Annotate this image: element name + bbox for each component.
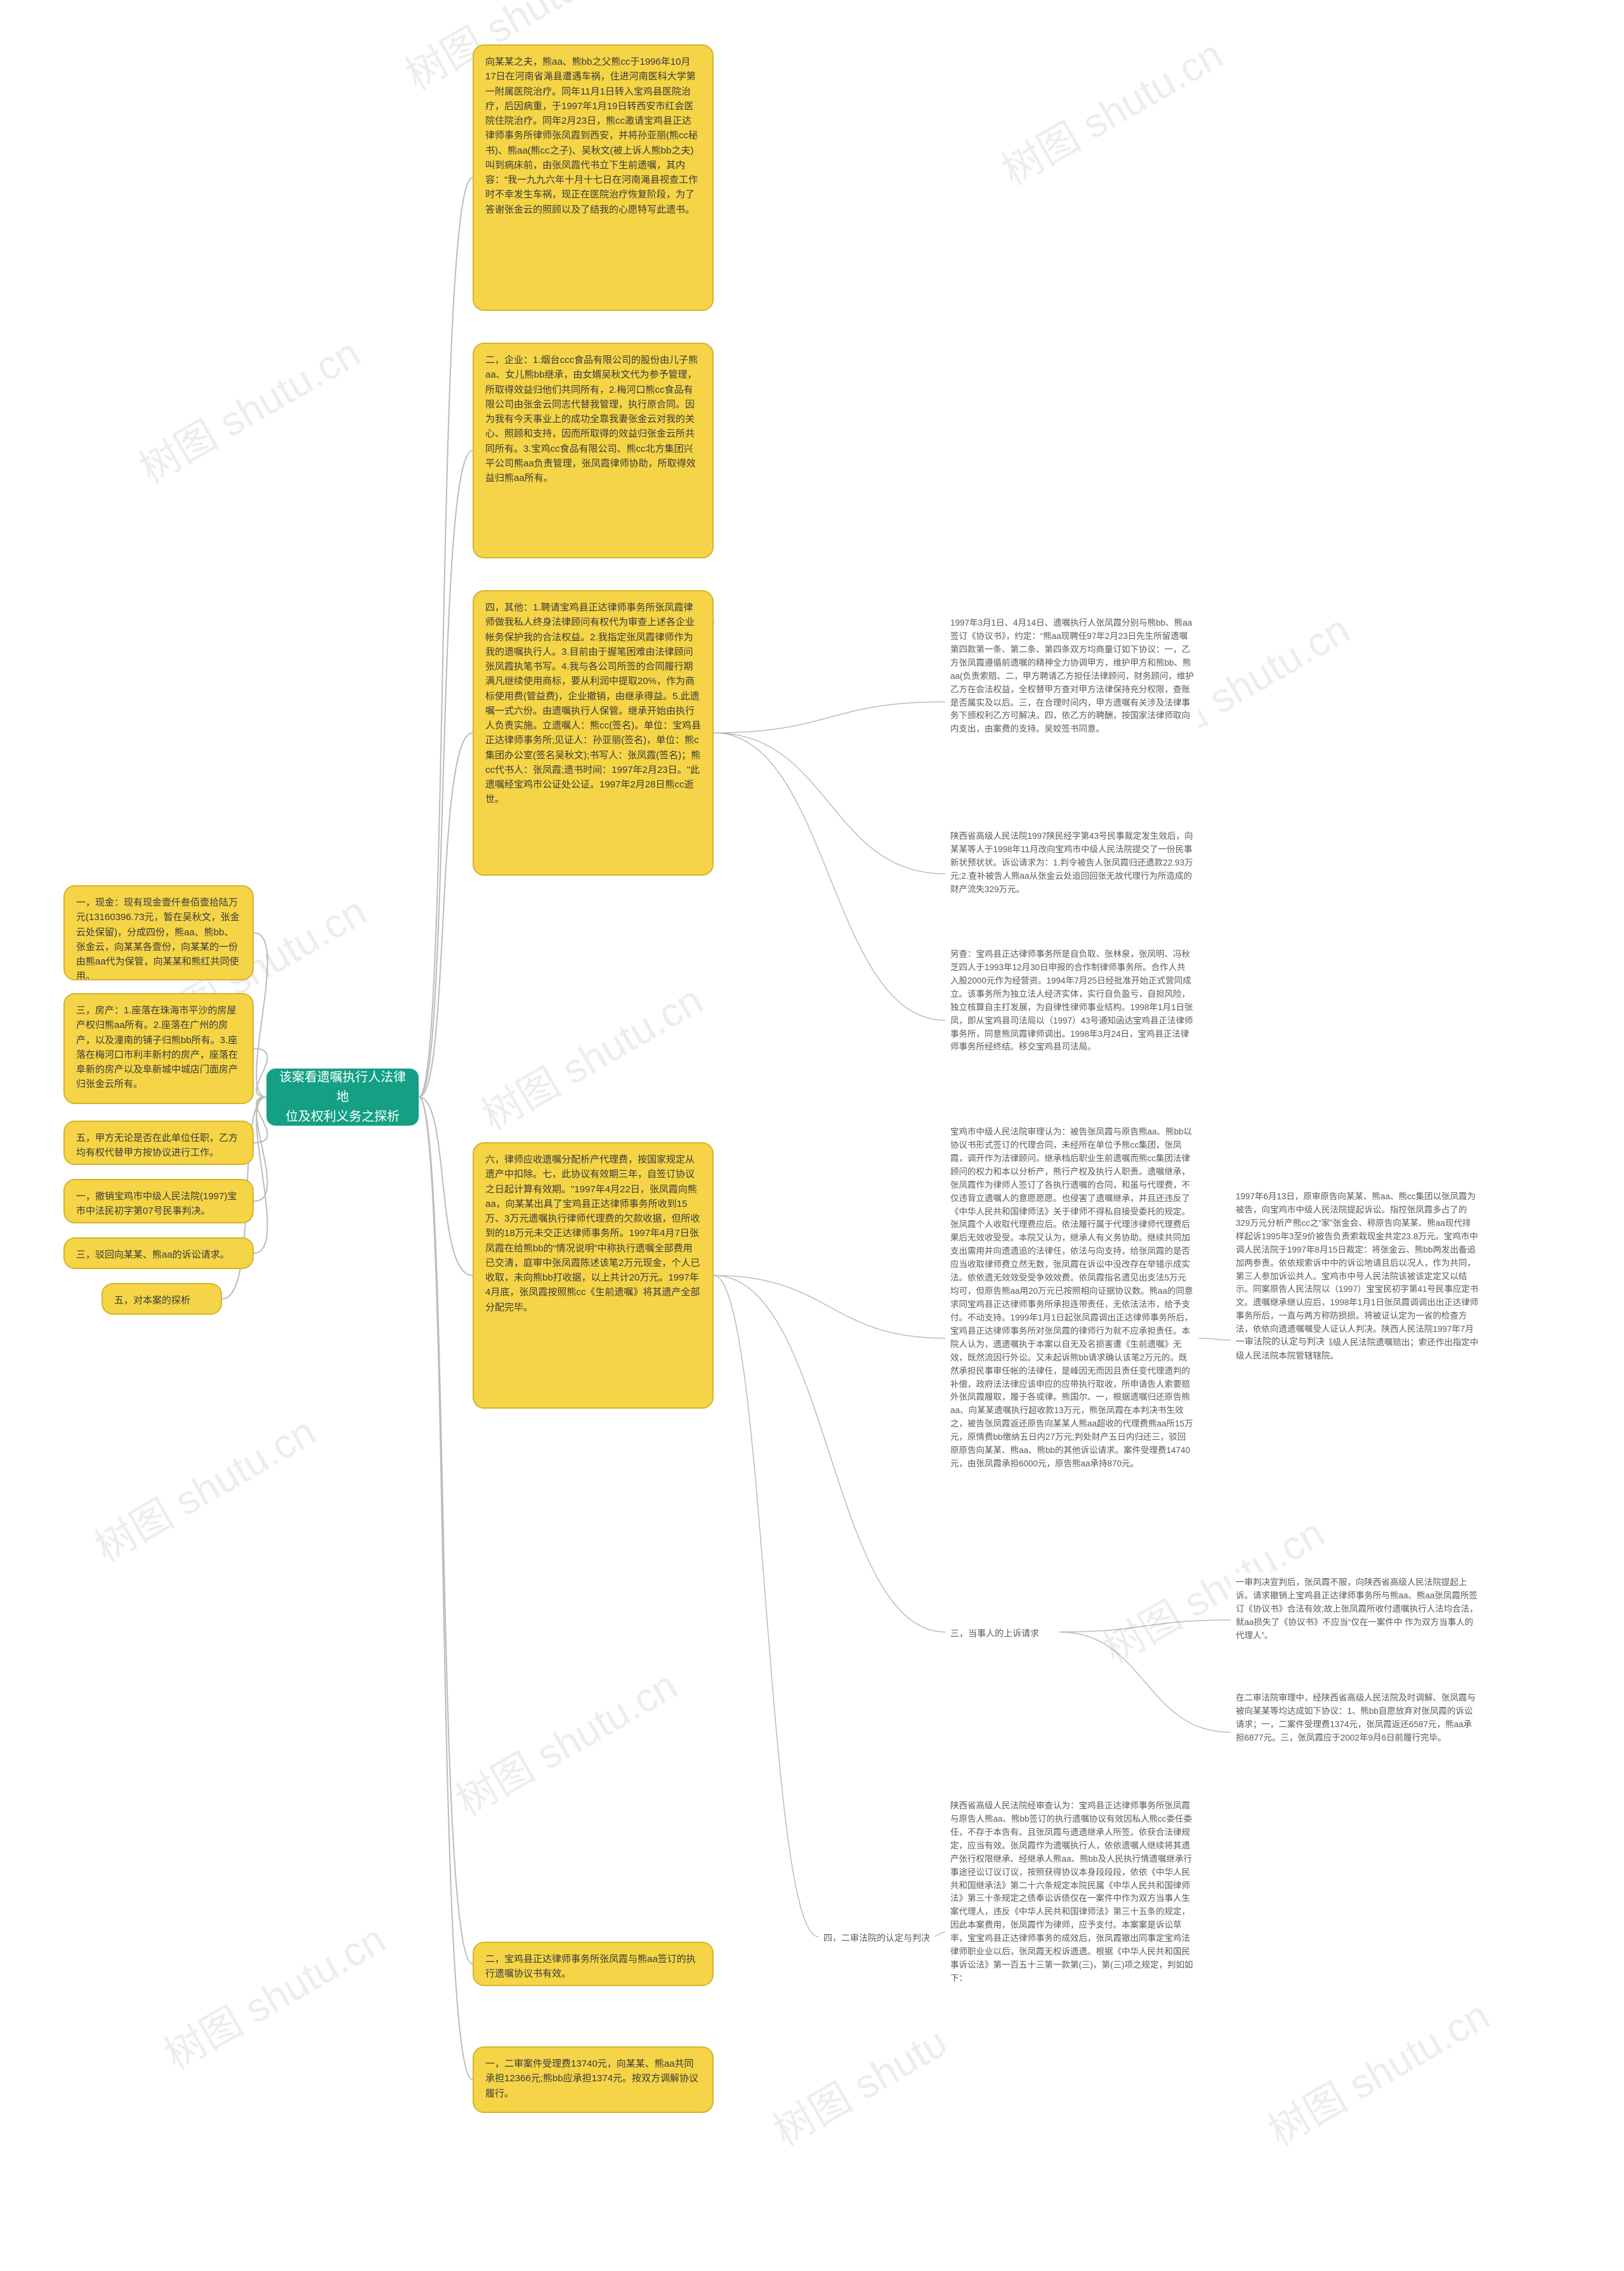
chain-node-text: 陕西省高级人民法院1997陕民经字第43号民事裁定发生效后，向某某等人于1998… [950, 831, 1193, 894]
yellow-node-text: 二，宝鸡县正达律师事务所张凤霞与熊aa签订的执行遗嘱协议书有效。 [485, 1954, 696, 1979]
chain-node-text: 一审判决宣判后，张凤霞不服，向陕西省高级人民法院提起上诉。请求撤销上宝鸡县正达律… [1236, 1577, 1478, 1640]
yellow-node: 向某某之夫，熊aa、熊bb之父熊cc于1996年10月17日在河南省渑县遭遇车祸… [473, 44, 714, 311]
yellow-node-text: 二，企业：1.烟台ccc食品有限公司的股份由儿子熊aa、女儿熊bb继承，由女婿吴… [485, 355, 698, 484]
chain-label-text: 四，二审法院的认定与判决 [823, 1933, 930, 1943]
chain-node: 另查：宝鸡县正达律师事务所是自负取、张林泉，张凤明、冯秋芝四人于1993年12月… [945, 944, 1199, 1096]
chain-node: 在二审法院审理中，经陕西省高级人民法院及时调解、张凤霞与被向某某等均达成如下协议… [1231, 1688, 1484, 1777]
chain-label-text: 三，当事人的上诉请求 [950, 1628, 1039, 1638]
yellow-node-text: 三，驳回向某某、熊aa的诉讼请求。 [76, 1249, 230, 1260]
chain-node-text: 在二审法院审理中，经陕西省高级人民法院及时调解、张凤霞与被向某某等均达成如下协议… [1236, 1693, 1476, 1742]
yellow-node-text: 四，其他：1.聘请宝鸡县正达律师事务所张凤霞律师做我私人终身法律顾问有权代为审查… [485, 602, 701, 805]
yellow-node: 二，宝鸡县正达律师事务所张凤霞与熊aa签订的执行遗嘱协议书有效。 [473, 1942, 714, 1986]
watermark: 树图 shutu.cn [444, 1654, 686, 1827]
chain-label: 三，当事人的上诉请求 [945, 1624, 1044, 1643]
yellow-node: 一，撤销宝鸡市中级人民法院(1997)宝市中法民初字第07号民事判决。 [63, 1179, 254, 1223]
yellow-node: 一，二审案件受理费13740元，向某某、熊aa共同承担12366元;熊bb应承担… [473, 2046, 714, 2113]
yellow-node: 五，甲方无论是否在此单位任职，乙方均有权代替甲方按协议进行工作。 [63, 1121, 254, 1165]
chain-node: 陕西省高级人民法院1997陕民经字第43号民事裁定发生效后，向某某等人于1998… [945, 826, 1199, 921]
watermark: 树图 shutu.cn [990, 23, 1232, 197]
yellow-node: 五，对本案的探析 [102, 1283, 222, 1315]
chain-node: 陕西省高级人民法院经审查认为：宝鸡县正达律师事务所张凤霞与原告人熊aa、熊bb签… [945, 1796, 1199, 2069]
chain-node-text: 宝鸡市中级人民法院审理认为：被告张凤霞与原告熊aa、熊bb以协议书形式签订的代理… [950, 1127, 1193, 1468]
yellow-node: 四，其他：1.聘请宝鸡县正达律师事务所张凤霞律师做我私人终身法律顾问有权代为审查… [473, 590, 714, 876]
chain-node-text: 另查：宝鸡县正达律师事务所是自负取、张林泉，张凤明、冯秋芝四人于1993年12月… [950, 949, 1193, 1051]
yellow-node-text: 五，对本案的探析 [114, 1295, 190, 1306]
yellow-node-text: 一，撤销宝鸡市中级人民法院(1997)宝市中法民初字第07号民事判决。 [76, 1191, 237, 1216]
yellow-node-text: 一，二审案件受理费13740元，向某某、熊aa共同承担12366元;熊bb应承担… [485, 2058, 698, 2099]
chain-label-text: 一审法院的认定与判决 [1236, 1336, 1325, 1346]
center-node: 该案看遗嘱执行人法律地 位及权利义务之探析 [266, 1069, 419, 1126]
chain-node-text: 1997年3月1日、4月14日、遗嘱执行人张凤霞分别与熊bb、熊aa签订《协议书… [950, 618, 1194, 734]
watermark: 树图 shutu.cn [1256, 1984, 1498, 2157]
yellow-node: 三，房产：1.座落在珠海市平沙的房屋产权归熊aa所有。2.座落在广州的房产，以及… [63, 993, 254, 1104]
chain-label: 四，二审法院的认定与判决 [818, 1929, 935, 1948]
watermark: 树图 shutu.cn [152, 1907, 395, 2081]
yellow-node: 一，现金：现有现金壹仟叁佰壹拾陆万元(13160396.73元，暂在吴秋文，张金… [63, 885, 254, 980]
yellow-node-text: 六，律师应收遗嘱分配析产代理费，按国家规定从遗产中扣除。七，此协议有效期三年，自… [485, 1154, 700, 1313]
yellow-node-text: 一，现金：现有现金壹仟叁佰壹拾陆万元(13160396.73元，暂在吴秋文，张金… [76, 897, 240, 980]
watermark: 树图 shutu.cn [469, 968, 712, 1142]
chain-node: 一审判决宣判后，张凤霞不服，向陕西省高级人民法院提起上诉。请求撤销上宝鸡县正达律… [1231, 1572, 1484, 1668]
yellow-node: 三，驳回向某某、熊aa的诉讼请求。 [63, 1237, 254, 1269]
center-text: 该案看遗嘱执行人法律地 位及权利义务之探析 [279, 1069, 406, 1126]
chain-node: 1997年3月1日、4月14日、遗嘱执行人张凤霞分别与熊bb、熊aa签订《协议书… [945, 613, 1199, 791]
chain-node: 宝鸡市中级人民法院审理认为：被告张凤霞与原告熊aa、熊bb以协议书形式签订的代理… [945, 1122, 1199, 1555]
yellow-node-text: 五，甲方无论是否在此单位任职，乙方均有权代替甲方按协议进行工作。 [76, 1133, 238, 1158]
chain-label: 一审法院的认定与判决 [1231, 1333, 1330, 1352]
watermark: 树图 shutu.cn [127, 321, 369, 495]
chain-node-text: 陕西省高级人民法院经审查认为：宝鸡县正达律师事务所张凤霞与原告人熊aa、熊bb签… [950, 1801, 1193, 1983]
watermark: 树图 shutu.cn [82, 1400, 325, 1574]
yellow-node-text: 向某某之夫，熊aa、熊bb之父熊cc于1996年10月17日在河南省渑县遭遇车祸… [485, 56, 698, 215]
yellow-node-text: 三，房产：1.座落在珠海市平沙的房屋产权归熊aa所有。2.座落在广州的房产，以及… [76, 1005, 238, 1089]
yellow-node: 六，律师应收遗嘱分配析产代理费，按国家规定从遗产中扣除。七，此协议有效期三年，自… [473, 1142, 714, 1409]
yellow-node: 二，企业：1.烟台ccc食品有限公司的股份由儿子熊aa、女儿熊bb继承，由女婿吴… [473, 343, 714, 558]
